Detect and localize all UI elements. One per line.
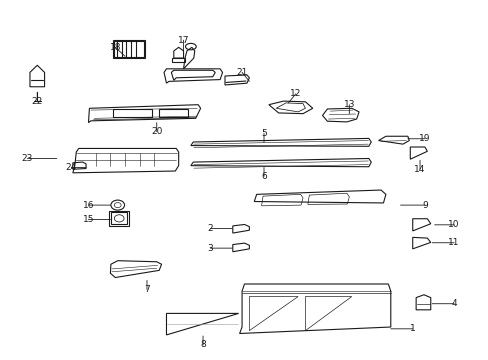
Text: 8: 8: [200, 341, 205, 350]
Text: 9: 9: [421, 201, 427, 210]
Bar: [113, 109, 152, 117]
Text: 18: 18: [109, 43, 121, 52]
Text: 16: 16: [82, 201, 94, 210]
Bar: [109, 211, 129, 226]
Bar: [111, 212, 127, 225]
Text: 5: 5: [261, 129, 266, 138]
Text: 7: 7: [144, 285, 149, 294]
Text: 13: 13: [343, 100, 354, 109]
Text: 21: 21: [236, 68, 247, 77]
Bar: [113, 40, 144, 58]
Bar: [114, 41, 143, 57]
Text: 14: 14: [413, 165, 425, 174]
Text: 3: 3: [207, 244, 213, 253]
Text: 11: 11: [447, 238, 459, 247]
Text: 2: 2: [207, 224, 213, 233]
Text: 22: 22: [32, 96, 43, 105]
Text: 20: 20: [151, 127, 162, 136]
Bar: [159, 109, 188, 117]
Text: 10: 10: [447, 220, 459, 229]
Text: 12: 12: [289, 89, 301, 98]
Text: 24: 24: [66, 163, 77, 172]
Text: 23: 23: [22, 154, 33, 163]
Text: 15: 15: [82, 215, 94, 224]
Bar: [172, 58, 184, 62]
Text: 4: 4: [450, 299, 456, 308]
Text: 1: 1: [409, 324, 415, 333]
Text: 6: 6: [261, 172, 266, 181]
Text: 19: 19: [418, 134, 430, 143]
Text: 17: 17: [178, 36, 189, 45]
